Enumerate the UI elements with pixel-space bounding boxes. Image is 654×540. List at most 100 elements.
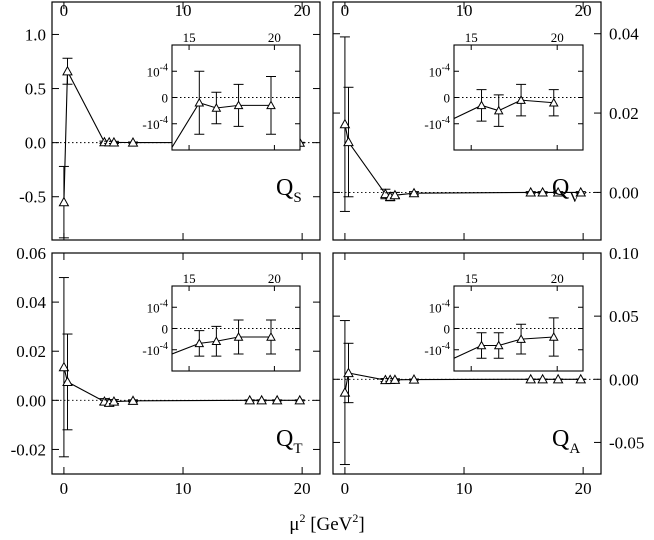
x-tick-label: 0: [60, 479, 69, 498]
inset-y-tick-label: 10-4: [429, 298, 450, 315]
inset-data-point: [266, 331, 276, 341]
data-point: [58, 196, 70, 207]
inset-data-point: [233, 331, 244, 341]
y-tick-label: 0.00: [16, 391, 46, 410]
data-point: [343, 136, 354, 147]
panel-bottom-right: 0 10 20 -0.05 0.00 0.05 0.10 15 20 10-4 0 -10-4 QA: [332, 244, 644, 498]
inset-data-point: [266, 100, 276, 110]
inset-data-point: [516, 95, 526, 104]
data-point: [339, 118, 351, 129]
panel-top-right: 0 10 20 0.00 0.02 0.04 15 20 10-4 0 -10-4 QV: [332, 1, 639, 241]
inset-y-tick-label: -10-4: [424, 115, 450, 132]
x-tick-label: 10: [456, 1, 473, 20]
inset-x-tick-label: 20: [268, 271, 281, 286]
inset-data-point: [548, 97, 559, 107]
data-point: [62, 376, 73, 387]
y-tick-label: 0.10: [609, 244, 639, 263]
inset-data-point: [211, 336, 222, 345]
data-point: [127, 395, 139, 405]
inset-data-point: [233, 100, 244, 110]
inset-y-tick-label: 0: [444, 322, 451, 337]
data-point: [525, 186, 537, 197]
inset-data-point: [493, 340, 504, 350]
inset-y-tick-label: -10-4: [142, 115, 168, 132]
plot-frame: [51, 1, 321, 241]
x-tick-label: 20: [575, 479, 592, 498]
y-tick-label: 0.0: [25, 134, 46, 153]
data-point: [575, 373, 587, 384]
inset-data: [172, 70, 276, 148]
data-group: [339, 36, 587, 212]
inset-y-tick-label: 10-4: [147, 62, 168, 79]
inset-x-tick-label: 15: [183, 30, 196, 45]
data-point: [552, 186, 564, 197]
x-tick-label: 0: [341, 1, 350, 20]
inset-data-point: [194, 338, 205, 348]
inset-y-tick-label: 10-4: [147, 298, 168, 315]
inset-data-point: [476, 100, 487, 110]
inset-x-tick-label: 15: [465, 271, 478, 286]
panel-top-left: 0 10 20 -0.5 0.0 0.5 1.0 15 20 10-4 0 -10-4 QS: [19, 1, 321, 241]
inset: 15 20 10-4 0 -10-4: [142, 30, 301, 151]
inset-y-tick-label: -10-4: [424, 341, 450, 358]
data-point: [575, 186, 587, 197]
inset-data-point: [548, 331, 559, 341]
inset-y-tick-label: -10-4: [142, 341, 168, 358]
data-point: [58, 361, 70, 372]
data-point: [525, 373, 537, 384]
y-tick-label: 0.00: [609, 183, 639, 202]
inset-x-tick-label: 20: [551, 271, 564, 286]
data-point: [271, 394, 283, 405]
panel-label: QS: [276, 175, 302, 206]
data-point: [552, 373, 564, 384]
inset-y-tick-label: 0: [444, 91, 451, 106]
panel-label: QA: [552, 426, 580, 457]
plot-frame: [51, 252, 321, 475]
x-tick-label: 10: [456, 479, 473, 498]
plot-frame: [332, 1, 602, 241]
inset-x-tick-label: 15: [183, 271, 196, 286]
y-tick-label: 0.05: [609, 307, 639, 326]
data-point: [244, 394, 256, 405]
data-point: [389, 189, 401, 200]
series-line: [63, 367, 300, 404]
y-tick-label: 0.00: [609, 370, 639, 389]
plot-frame: [332, 252, 602, 475]
data-point: [537, 186, 548, 197]
inset-x-tick-label: 20: [268, 30, 281, 45]
panel-label: QV: [552, 175, 580, 206]
inset-y-tick-label: 0: [162, 322, 169, 337]
y-tick-label: 0.5: [25, 80, 46, 99]
y-tick-label: 0.02: [16, 342, 46, 361]
data-point: [256, 394, 267, 405]
panel-label: QT: [276, 426, 303, 457]
y-tick-label: 0.04: [609, 25, 639, 44]
inset: 15 20 10-4 0 -10-4: [142, 271, 301, 372]
data-point: [62, 65, 73, 76]
x-axis-label: μ2 [GeV2]: [289, 511, 364, 535]
inset-data: [454, 83, 559, 127]
y-tick-label: 1.0: [25, 25, 46, 44]
y-tick-label: -0.05: [609, 433, 644, 452]
inset-y-tick-label: 10-4: [429, 62, 450, 79]
y-tick-label: 0.02: [609, 104, 639, 123]
data-point: [108, 396, 120, 406]
data-point: [339, 387, 351, 397]
x-tick-label: 0: [60, 1, 69, 20]
panel-bottom-left: 0 10 20 -0.02 0.00 0.02 0.04 0.06 15 20 10-4 0 -10-4…: [11, 244, 321, 498]
inset: 15 20 10-4 0 -10-4: [424, 30, 584, 151]
y-tick-label: 0.04: [16, 293, 46, 312]
inset-y-tick-label: 0: [162, 91, 169, 106]
data-point: [294, 394, 306, 405]
inset-x-tick-label: 20: [551, 30, 564, 45]
y-tick-label: -0.02: [11, 440, 46, 459]
x-tick-label: 20: [294, 479, 311, 498]
data-point: [537, 373, 548, 384]
x-tick-label: 10: [175, 479, 192, 498]
data-point: [408, 374, 420, 384]
panels: 0 10 20 -0.5 0.0 0.5 1.0 15 20 10-4 0 -10-4 QS 0 10 20 0…: [11, 1, 645, 498]
y-tick-label: -0.5: [19, 188, 46, 207]
data-point: [127, 136, 139, 147]
series-line: [344, 372, 581, 393]
x-tick-label: 20: [575, 1, 592, 20]
